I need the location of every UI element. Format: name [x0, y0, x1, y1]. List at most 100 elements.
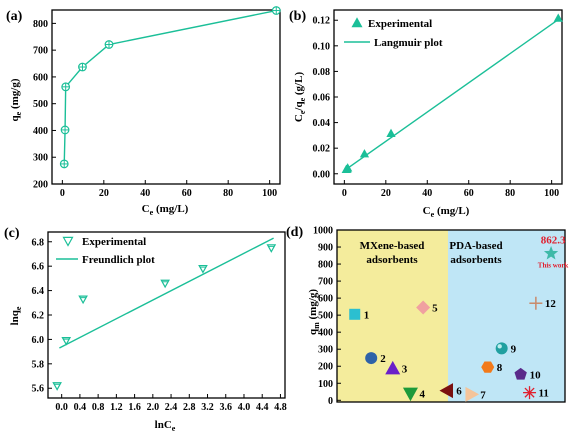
data-point-6 [439, 383, 453, 399]
y-tick-label: 700 [33, 46, 48, 57]
y-tick-label: 400 [318, 328, 333, 339]
svg-text:Ce (mg/L): Ce (mg/L) [423, 205, 470, 219]
data-point [59, 159, 69, 169]
data-point [160, 279, 170, 289]
y-tick-label: 6.4 [32, 286, 45, 297]
x-tick-label: 4.8 [274, 402, 287, 413]
y-tick-label: 500 [33, 99, 48, 110]
x-tick-label: 0.8 [92, 402, 105, 413]
y-tick-label: 400 [33, 126, 48, 137]
data-point [465, 386, 480, 402]
data-point [60, 125, 70, 135]
data-point [385, 360, 401, 375]
data-point-11 [523, 386, 537, 400]
x-tick-label: 2.8 [183, 402, 196, 413]
x-tick-label: 80 [505, 188, 515, 199]
fit-line [59, 237, 274, 349]
svg-text:lnqe: lnqe [9, 306, 23, 325]
y-tick-label: 100 [318, 379, 333, 390]
marker-asterisk-stroke [524, 387, 535, 398]
x-tick-label: 40 [422, 188, 432, 199]
y-tick-label: 700 [318, 277, 333, 288]
axes-frame [51, 9, 281, 185]
data-point [62, 236, 74, 247]
data-point-8 [481, 361, 495, 373]
marker-sphere [495, 342, 508, 355]
panel-c-plot-area: 0.0 0.4 0.8 1.2 1.6 2.0 2.4 2.8 3.2 3.6 4.0 4.4 4.8 5… [32, 231, 287, 413]
region-pda [448, 230, 565, 402]
point-label: 3 [402, 364, 408, 376]
x-tick-label: 1.2 [110, 402, 123, 413]
y-tick-label: 5.8 [32, 359, 45, 370]
point-label: 7 [480, 389, 486, 401]
x-tick-label: 60 [464, 188, 474, 199]
x-tick-label: 0 [60, 188, 65, 199]
data-point [271, 6, 281, 15]
x-tick-label: 0.0 [55, 402, 68, 413]
marker-pentagon [514, 367, 527, 380]
y-tick-label: 0.10 [313, 41, 331, 52]
x-tick-label: 20 [381, 188, 391, 199]
y-tick-label: 6.0 [32, 335, 45, 346]
panel-d-plot-area: 0 100 200 300 400 500 600 700 800 900 1000 MXene-ba… [313, 226, 568, 407]
data-point [104, 40, 114, 49]
point-label: 9 [511, 343, 517, 355]
data-point-7 [465, 386, 480, 402]
x-tick-label: 0.4 [74, 402, 87, 413]
region-mxene-label-1: MXene-based [360, 240, 425, 252]
y-tick-label: 200 [33, 180, 48, 191]
x-tick-label: 100 [544, 188, 559, 199]
legend-label-fit: Langmuir plot [374, 37, 443, 49]
y-tick-label: 6.6 [32, 262, 45, 273]
x-tick-label: 3.2 [201, 402, 214, 413]
data-point [160, 279, 170, 289]
data-point [52, 382, 62, 391]
marker-star [543, 245, 559, 260]
data-point [78, 295, 88, 305]
x-tick-label: 2.0 [147, 402, 160, 413]
data-point [198, 264, 208, 274]
y-tick-label: 600 [318, 294, 333, 305]
data-point-2 [365, 352, 378, 365]
svg-text:Ce/qe (g/L): Ce/qe (g/L) [293, 72, 307, 123]
x-tick-label: 100 [262, 188, 277, 199]
y-tick-label: 500 [318, 311, 333, 322]
panel-c-xlabel: lnCe [155, 419, 176, 433]
legend-marker-experimental [62, 236, 74, 247]
legend-label-fit: Freundlich plot [82, 254, 155, 266]
panel-a-xlabel: Ce (mg/L) [142, 203, 189, 217]
panel-b-plot-area: 0 20 40 60 80 100 0.00 0.02 0.04 0.06 0.08 0.10 0.12… [313, 9, 563, 199]
data-point [402, 387, 418, 402]
y-tick-label: 800 [33, 19, 48, 30]
data-point [61, 82, 71, 92]
y-tick-label: 6.8 [32, 237, 45, 248]
panel-b-ylabel: Ce/qe (g/L) [293, 72, 307, 123]
x-tick-label: 2.4 [165, 402, 178, 413]
y-tick-label: 900 [318, 243, 333, 254]
y-tick-label: 0.12 [313, 16, 331, 27]
x-tick-label: 4.4 [256, 402, 269, 413]
data-point [198, 264, 208, 274]
svg-text:qe (mg/g): qe (mg/g) [9, 78, 23, 121]
legend-label-experimental: Experimental [368, 18, 432, 30]
panel-c-ylabel: lnqe [9, 306, 23, 325]
marker-diamond [416, 300, 431, 315]
fit-line [343, 19, 559, 172]
panel-b-xlabel: Ce (mg/L) [423, 205, 470, 219]
y-tick-label: 200 [318, 362, 333, 373]
data-point-this-work [543, 245, 559, 260]
svg-text:lnCe: lnCe [155, 419, 176, 433]
panel-d: (d) qm (mg/g) 01002003004005006007008009… [286, 225, 568, 407]
panel-b: (b) Ce/qe (g/L) 0 20 40 60 80 100 0.00 0.02 0.04… [289, 9, 563, 219]
marker-hexagon [481, 361, 495, 373]
data-point [439, 383, 453, 399]
point-label: 8 [497, 362, 503, 374]
data-point [266, 244, 277, 253]
y-tick-label: 0.08 [313, 67, 331, 78]
series-line [63, 9, 277, 164]
panel-c: (c) lnqe 0.0 0.4 0.8 1.2 1.6 2.0 2.4 2.8 3.2 3.6 4… [4, 226, 287, 433]
point-label: 2 [380, 353, 386, 365]
panel-a-ylabel: qe (mg/g) [9, 78, 23, 121]
point-label: 11 [539, 388, 549, 400]
data-point-9 [495, 342, 508, 355]
